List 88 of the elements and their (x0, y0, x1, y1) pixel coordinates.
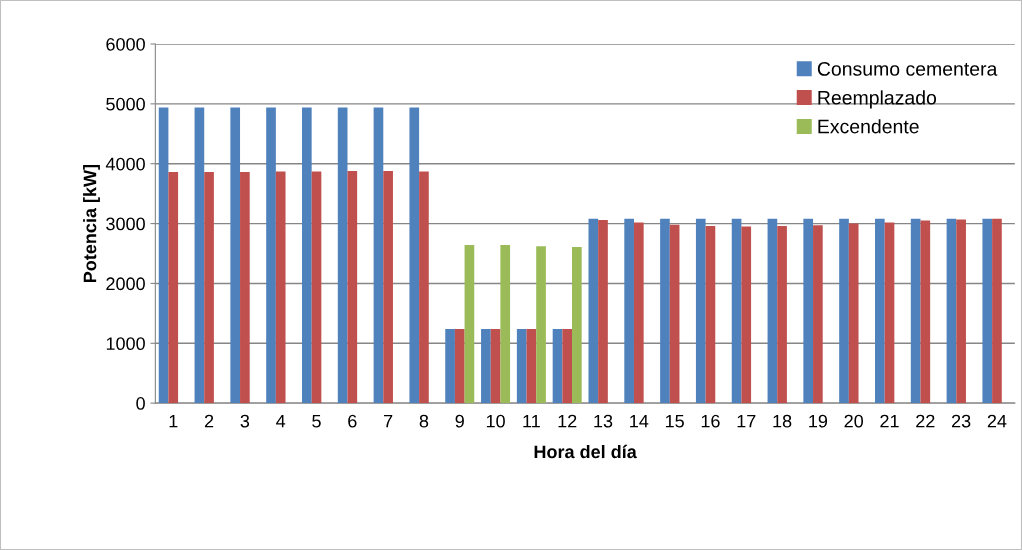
y-tick-label: 6000 (106, 37, 145, 51)
bar (624, 218, 634, 404)
bar (741, 226, 752, 404)
y-tick-label: 3000 (106, 217, 145, 231)
x-tick-label: 7 (384, 414, 393, 428)
bar (875, 218, 885, 404)
bar (526, 328, 537, 404)
bar (920, 220, 931, 404)
bar (910, 218, 921, 404)
y-axis-title: Potencia [kW] (83, 164, 100, 283)
bar (946, 218, 957, 404)
bar (982, 218, 993, 404)
bar (230, 107, 241, 404)
bar (956, 219, 966, 404)
x-tick-label: 10 (486, 414, 505, 428)
bar (204, 172, 214, 404)
bar (884, 222, 895, 404)
x-axis-title: Hora del día (534, 444, 637, 459)
bar (168, 172, 179, 404)
bar (552, 328, 563, 404)
bar (464, 245, 475, 404)
x-tick-label: 17 (737, 414, 756, 428)
x-tick-label: 18 (773, 414, 792, 428)
y-tick-label: 5000 (106, 97, 145, 111)
x-tick-label: 16 (701, 414, 720, 428)
bar (813, 225, 823, 404)
bar (633, 222, 644, 404)
y-tick-label: 0 (136, 397, 145, 410)
bar (275, 171, 286, 404)
x-tick-label: 9 (455, 414, 464, 428)
x-tick-label: 5 (312, 414, 321, 428)
x-tick-label: 22 (916, 414, 935, 428)
bar (536, 246, 546, 404)
bar (803, 218, 814, 404)
x-tick-label: 13 (594, 414, 613, 428)
y-tick-label: 2000 (106, 277, 145, 291)
bar (848, 223, 859, 404)
bar (266, 107, 276, 404)
bar (660, 218, 670, 404)
bar (419, 171, 429, 404)
x-tick-label: 24 (987, 414, 1007, 428)
bar (311, 171, 322, 404)
x-tick-label: 23 (951, 414, 971, 428)
x-tick-label: 8 (419, 414, 429, 428)
bar (705, 225, 716, 404)
legend-label: Excendente (818, 119, 919, 134)
bar (240, 172, 250, 404)
bar (158, 107, 169, 404)
bar (481, 328, 491, 404)
x-tick-label: 20 (844, 414, 864, 428)
x-tick-label: 1 (169, 414, 178, 428)
bar (839, 218, 849, 404)
x-tick-label: 14 (630, 414, 649, 428)
x-tick-label: 12 (558, 414, 577, 428)
legend-label: Consumo cementera (817, 62, 998, 76)
x-tick-label: 3 (240, 414, 250, 428)
bar (695, 218, 706, 404)
x-tick-label: 21 (880, 414, 899, 428)
bar (992, 218, 1002, 404)
bar (454, 328, 465, 404)
bar (194, 107, 205, 404)
bar (731, 218, 742, 404)
bar (373, 107, 384, 404)
bar (516, 328, 527, 404)
x-tick-label: 2 (204, 414, 214, 428)
bar (302, 107, 312, 404)
legend-label: Reemplazado (818, 90, 937, 109)
x-tick-label: 19 (809, 414, 828, 428)
bar (669, 224, 680, 404)
y-tick-label: 4000 (105, 157, 145, 171)
bar (572, 246, 582, 404)
bar (409, 107, 420, 404)
bar (337, 107, 348, 404)
bar (383, 170, 393, 404)
bar (777, 225, 787, 404)
bar (347, 170, 358, 404)
bar (490, 328, 501, 404)
bar (445, 328, 455, 404)
bar (598, 219, 608, 404)
bar (588, 218, 599, 404)
bar (767, 218, 778, 404)
x-tick-label: 4 (276, 414, 286, 428)
x-tick-label: 6 (348, 414, 357, 428)
bar (562, 328, 573, 404)
x-tick-label: 15 (665, 414, 684, 428)
x-tick-label: 11 (523, 414, 540, 428)
y-tick-label: 1000 (106, 337, 145, 351)
bar (500, 245, 511, 404)
